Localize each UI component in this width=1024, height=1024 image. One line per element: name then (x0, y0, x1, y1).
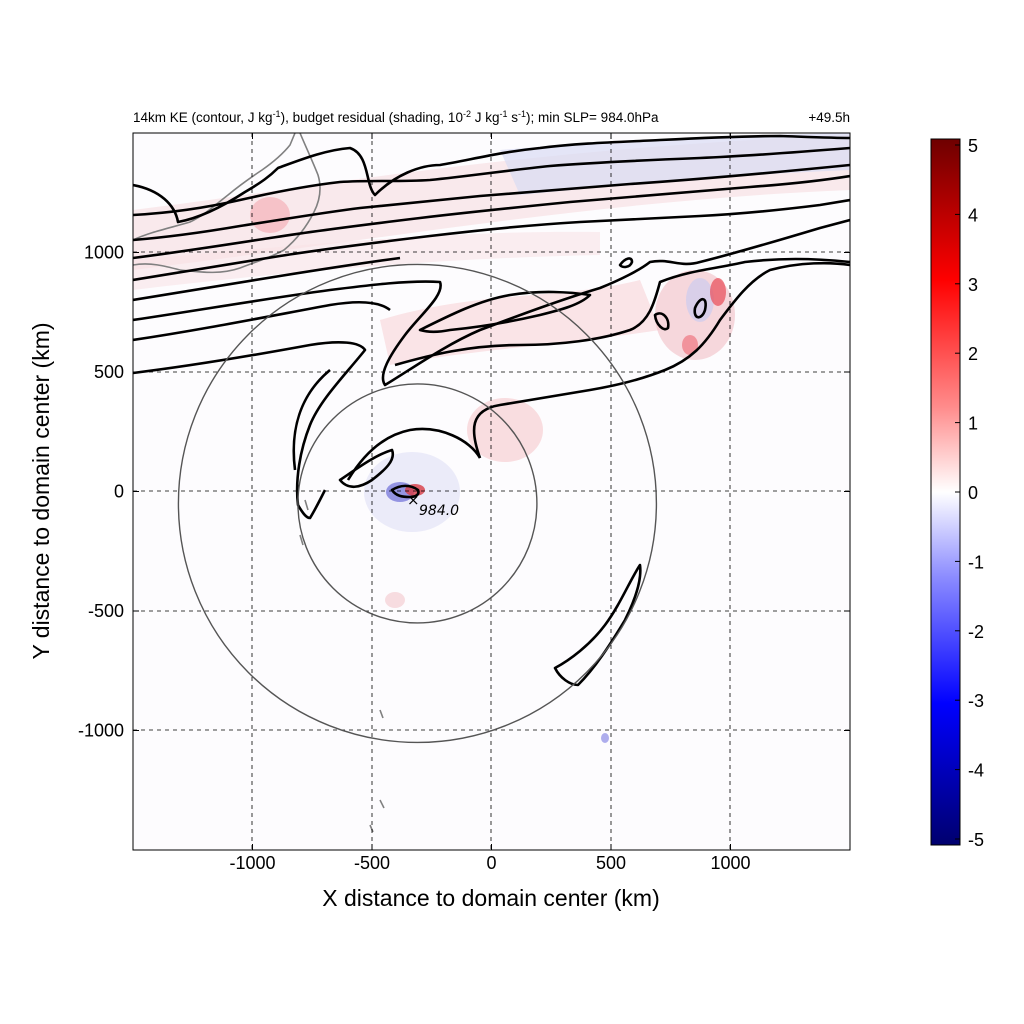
colorbar-tick-label: 1 (968, 414, 978, 434)
ke-contours (133, 134, 850, 687)
colorbar-tick-label: 4 (968, 205, 978, 225)
range-circles (177, 263, 658, 744)
storm-center-x-glyph: × (407, 491, 420, 509)
x-axis-label: X distance to domain center (km) (322, 885, 659, 911)
title-part: J kg (471, 110, 500, 125)
range-circle-500km (297, 383, 538, 624)
colorbar-tick-label: 5 (968, 136, 978, 156)
colorbar-tick-label: -5 (968, 830, 984, 850)
forecast-time-label: +49.5h (808, 110, 850, 125)
title-part: s (508, 110, 519, 125)
colorbar-tick-label: 0 (968, 483, 978, 503)
title-part: ); min SLP= 984.0hPa (526, 110, 659, 125)
x-tick-label: -500 (354, 853, 390, 873)
colorbar-tick-label: 2 (968, 344, 978, 364)
y-tick-label: -500 (88, 601, 124, 621)
min-slp-label: 984.0 (419, 503, 459, 519)
colorbar-ticks: 5 4 3 2 1 0 -1 -2 -3 -4 -5 (955, 136, 984, 850)
colorbar-tick-label: -3 (968, 691, 984, 711)
y-tick-label: 1000 (84, 243, 124, 263)
x-tick-label: -1000 (229, 853, 275, 873)
y-tick-label: 0 (114, 482, 124, 502)
colorbar-tick-label: -1 (968, 552, 984, 572)
title-part: -1 (499, 109, 507, 119)
colorbar-tick-label: -4 (968, 761, 984, 781)
residual-shading (133, 133, 850, 743)
colorbar: 5 4 3 2 1 0 -1 -2 -3 -4 -5 (930, 136, 984, 850)
x-tick-label: 500 (596, 853, 626, 873)
colorbar-tick-label: 3 (968, 275, 978, 295)
storm-center-marker: × 984.0 (407, 491, 459, 519)
range-circle-1000km (177, 263, 658, 744)
colorbar-tick-label: -2 (968, 622, 984, 642)
title-part: 14km KE (contour, J kg (133, 110, 273, 125)
y-tick-label: -1000 (78, 721, 124, 741)
y-tick-label: 500 (94, 362, 124, 382)
title-part: -1 (273, 109, 281, 119)
title-part: -1 (518, 109, 526, 119)
y-axis-label: Y distance to domain center (km) (28, 322, 54, 659)
x-tick-label: 0 (486, 853, 496, 873)
title-part: ), budget residual (shading, 10 (281, 110, 463, 125)
y-axis: -1000 -500 0 500 1000 (78, 243, 850, 741)
x-tick-label: 1000 (710, 853, 750, 873)
chart-title: 14km KE (contour, J kg-1), budget residu… (133, 109, 659, 125)
title-part: -2 (463, 109, 471, 119)
plot-area: × 984.0 (132, 132, 851, 851)
x-axis: -1000 -500 0 500 1000 (229, 133, 751, 873)
